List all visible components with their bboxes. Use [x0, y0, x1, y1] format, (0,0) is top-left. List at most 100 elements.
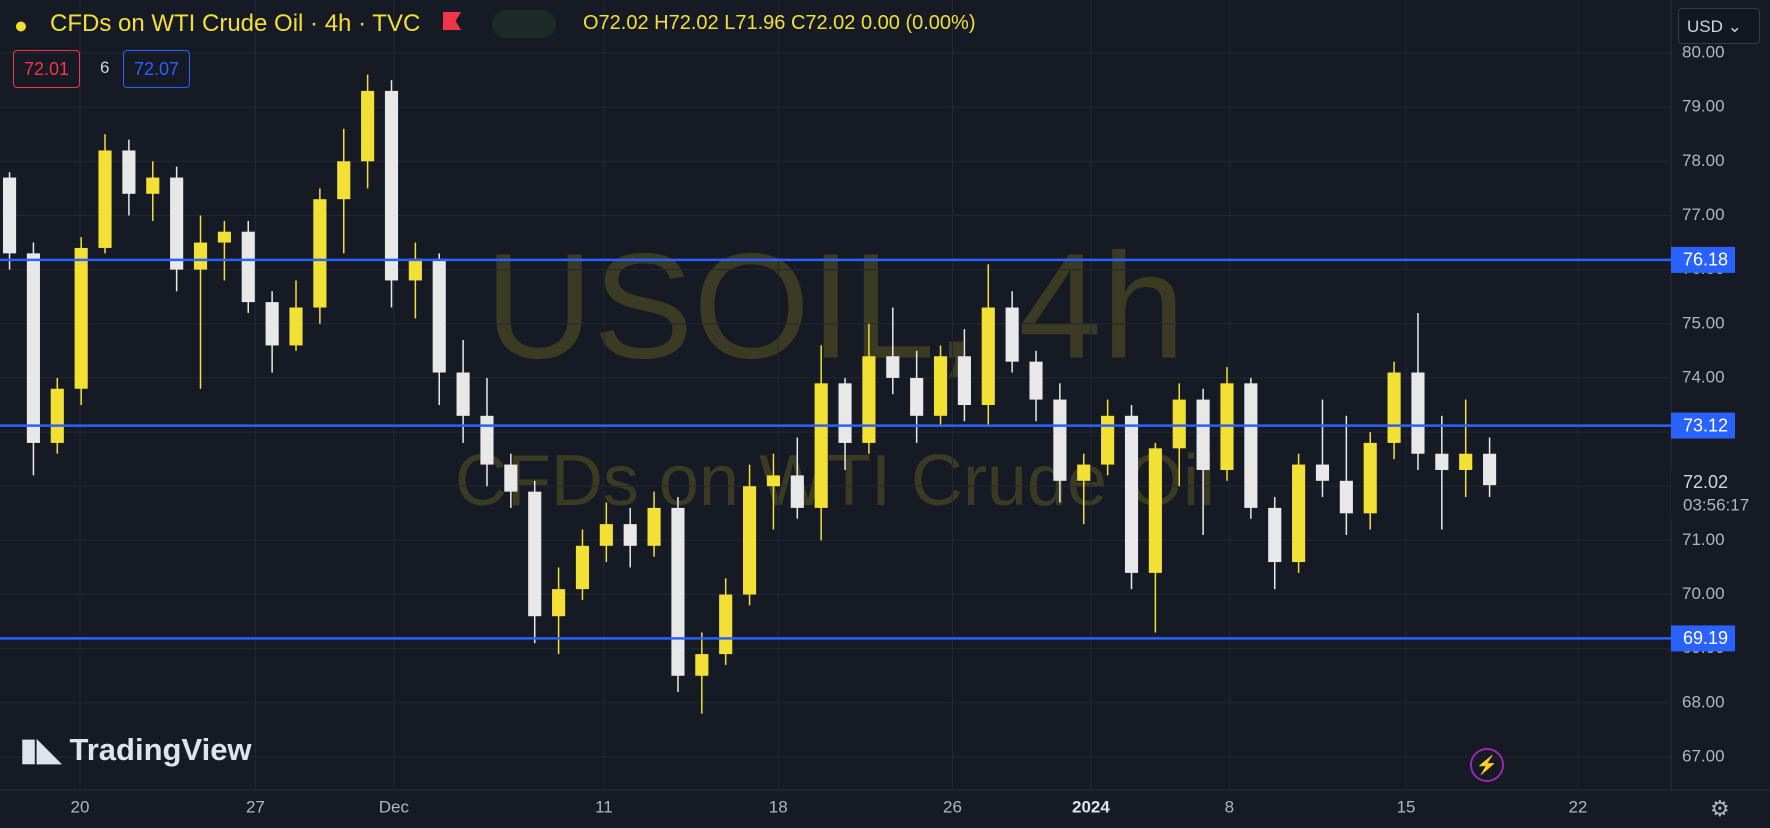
candle-body: [886, 356, 900, 378]
candle-body: [2, 177, 17, 254]
candle-body: [146, 177, 160, 194]
chart-title[interactable]: CFDs on WTI Crude Oil · 4h · TVC: [50, 10, 421, 37]
candle-body: [1387, 372, 1401, 443]
ask-box[interactable]: 72.07: [123, 50, 191, 88]
x-tick-label: 22: [1568, 797, 1587, 816]
level-label-box: [1671, 625, 1735, 652]
candle-body: [695, 654, 709, 676]
candle-body: [170, 177, 184, 270]
settings-icon[interactable]: ⚙: [1710, 796, 1730, 821]
candle-body: [1459, 453, 1473, 470]
candle-body: [1268, 507, 1282, 563]
candle-body: [1101, 415, 1115, 465]
candle-body: [1077, 464, 1091, 481]
candle-body: [1005, 307, 1019, 362]
candle-body: [1292, 464, 1306, 563]
candle-body: [528, 491, 542, 617]
symbol-icon: ●: [14, 12, 28, 38]
candle-body: [217, 231, 231, 243]
ohlc-legend: O72.02 H72.02 L71.96 C72.02 0.00 (0.00%): [583, 12, 976, 34]
candle-body: [1244, 383, 1258, 508]
level-label: 76.18: [1683, 250, 1728, 270]
candle-body: [1315, 464, 1330, 481]
y-tick-label: 67.00: [1682, 746, 1725, 765]
candle-body: [1172, 399, 1186, 449]
y-tick-label: 79.00: [1682, 97, 1725, 116]
candle-body: [910, 377, 924, 416]
candle-body: [122, 150, 136, 194]
currency: USD: [1687, 17, 1723, 36]
x-tick-label: 2024: [1072, 797, 1110, 816]
candle-body: [647, 507, 661, 546]
x-tick-label: 18: [769, 797, 788, 816]
candle-body: [1411, 372, 1425, 454]
candle-body: [432, 258, 446, 373]
y-tick-label: 68.00: [1682, 692, 1725, 711]
countdown: 03:56:17: [1683, 496, 1749, 515]
candle-body: [933, 356, 948, 416]
x-tick-label: 11: [595, 797, 613, 816]
candle-body: [1483, 453, 1497, 486]
y-tick-label: 71.00: [1682, 530, 1725, 549]
candle-body: [719, 594, 733, 655]
candle-body: [241, 231, 255, 303]
candle-body: [1029, 361, 1043, 400]
last-price-box: [1671, 471, 1770, 520]
candle-body: [671, 507, 685, 676]
candle-body: [957, 356, 971, 405]
watermark-symbol: USOIL, 4h: [485, 222, 1185, 390]
candle-body: [504, 464, 518, 492]
candle-body: [1363, 442, 1377, 514]
y-tick-label: 70.00: [1682, 584, 1725, 603]
candle-body: [480, 415, 494, 465]
candle-body: [313, 199, 327, 308]
candle-body: [981, 307, 995, 405]
candle-body: [790, 475, 804, 508]
level-label: 73.12: [1683, 415, 1728, 435]
watermark-name: CFDs on WTI Crude Oil: [455, 441, 1215, 521]
level-label-box: [1671, 412, 1735, 439]
y-tick-label: 80.00: [1682, 42, 1725, 61]
candle-body: [1124, 415, 1139, 573]
candle-body: [623, 524, 637, 546]
candle-body: [193, 242, 208, 270]
candle-body: [384, 90, 399, 281]
candle-body: [599, 524, 613, 546]
candle-body: [1053, 399, 1067, 481]
candle-body: [361, 90, 375, 162]
candle-body: [74, 247, 88, 389]
candle-body: [337, 161, 351, 200]
candle-body: [50, 388, 64, 443]
brand-logo[interactable]: ▮◣ TradingView: [20, 732, 252, 767]
y-tick-label: 75.00: [1682, 313, 1725, 332]
candle-body: [862, 356, 876, 443]
level-label: 69.19: [1683, 628, 1728, 648]
candle-body: [408, 258, 422, 281]
bid-box[interactable]: 72.01: [13, 50, 81, 88]
flag-icon[interactable]: [443, 12, 461, 30]
candle-body: [265, 302, 279, 346]
candle-body: [575, 545, 590, 590]
candle-body: [98, 150, 112, 248]
y-tick-label: 77.00: [1682, 205, 1725, 224]
x-tick-label: Dec: [379, 797, 410, 816]
candle-body: [766, 475, 780, 487]
x-tick-label: 8: [1225, 797, 1234, 816]
candle-body: [1435, 453, 1449, 470]
brand: TradingView: [69, 732, 252, 767]
candle-body: [1148, 448, 1162, 573]
alert-icon[interactable]: ⚡: [1470, 748, 1504, 782]
candle-body: [1196, 399, 1210, 470]
x-tick-label: 15: [1397, 797, 1416, 816]
spread: 6: [100, 58, 110, 77]
y-tick-label: 78.00: [1682, 151, 1725, 170]
candle-body: [742, 486, 757, 595]
status-pill[interactable]: [492, 10, 556, 38]
currency-select[interactable]: USD ⌄: [1678, 8, 1760, 44]
candle-body: [814, 383, 828, 508]
candle-body: [289, 307, 303, 346]
candle-body: [1339, 480, 1353, 514]
last-price: 72.02: [1683, 472, 1728, 492]
